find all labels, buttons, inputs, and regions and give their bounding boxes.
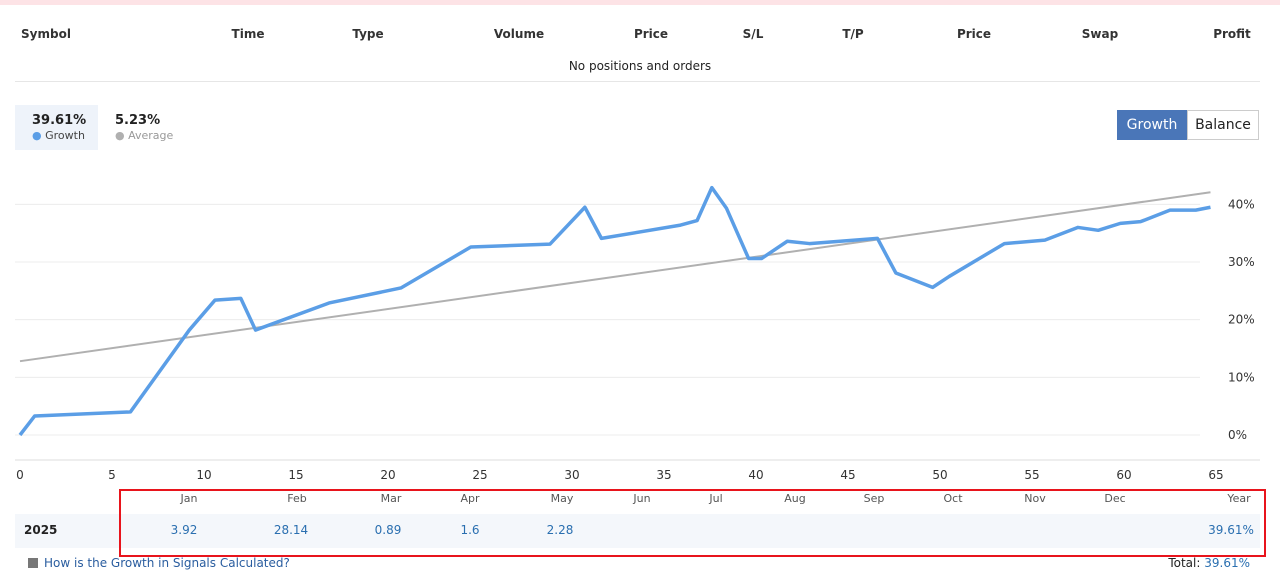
x-tick-label: 55 [1024,468,1039,482]
table-row-bg [15,514,1260,548]
series-line [19,191,1211,363]
x-tick-label: 20 [380,468,395,482]
stat-label-text: Average [128,129,174,142]
total-label: Total: [1168,556,1201,570]
stat-label: ● Average [115,129,174,142]
month-header: Feb [287,492,307,505]
button[interactable]: Growth [1117,110,1187,140]
x-tick-label: 65 [1208,468,1223,482]
x-tick-label: 50 [932,468,947,482]
icon [28,558,38,568]
column-header: Time [231,27,265,41]
top-bar [0,0,1280,5]
column-header: T/P [842,27,864,41]
month-header: Sep [863,492,885,505]
month-header: Jan [180,492,198,505]
month-header: Dec [1104,492,1126,505]
y-tick-label: 30% [1228,255,1255,269]
stat-value: 39.61% [32,113,87,128]
month-value: 0.89 [374,523,402,537]
y-tick-label: 10% [1228,370,1255,384]
column-header: Symbol [21,27,71,41]
series-line [18,185,1211,437]
column-header: Type [352,27,384,41]
column-header: Volume [493,27,545,41]
column-header: Profit [1213,27,1251,41]
month-value: 28.14 [273,523,309,537]
x-tick-label: 35 [656,468,671,482]
month-header: Jul [709,492,723,505]
month-header: Year [1227,492,1251,505]
x-tick-label: 30 [564,468,579,482]
stat-label: ● Growth [32,129,85,142]
chart: 0% 10% 20% 30% 40% 0 5 10 15 20 25 30 35 40 45 50 55 60 65 [15,185,1260,482]
month-value: 1.6 [460,523,480,537]
month-value: 39.61% [1208,523,1254,537]
month-header: Nov [1024,492,1046,505]
x-tick-label: 15 [288,468,303,482]
month-header: Aug [784,492,806,505]
help-link[interactable]: How is the Growth in Signals Calculated? [44,556,290,570]
stat-label-text: Growth [45,129,85,142]
x-tick-label: 25 [472,468,487,482]
month-value: 2.28 [546,523,574,537]
stat-value: 5.23% [115,113,161,128]
column-header: S/L [742,27,764,41]
row-year: 2025 [24,523,58,537]
x-tick-label: 60 [1116,468,1131,482]
divider [15,81,1260,82]
month-value: 3.92 [170,523,198,537]
stat-box[interactable] [15,105,98,150]
month-header: Mar [380,492,402,505]
y-tick-label: 20% [1228,313,1255,327]
column-header: Price [956,27,992,41]
month-header: Jun [633,492,651,505]
column-header: Swap [1081,27,1119,41]
y-tick-label: 0% [1228,428,1247,442]
month-header: May [550,492,574,505]
button[interactable]: Balance [1187,110,1259,140]
total: Total: 39.61% [1168,556,1250,570]
empty-message: No positions and orders [568,59,712,73]
x-tick-label: 45 [840,468,855,482]
y-tick-label: 40% [1228,197,1255,211]
month-header: Apr [460,492,480,505]
x-tick-label: 10 [196,468,211,482]
total-value: 39.61% [1204,556,1250,570]
highlight-box [119,489,1266,557]
column-header: Price [633,27,669,41]
x-tick-label: 0 [16,468,24,482]
month-header: Oct [943,492,963,505]
x-tick-label: 5 [108,468,116,482]
x-tick-label: 40 [748,468,763,482]
